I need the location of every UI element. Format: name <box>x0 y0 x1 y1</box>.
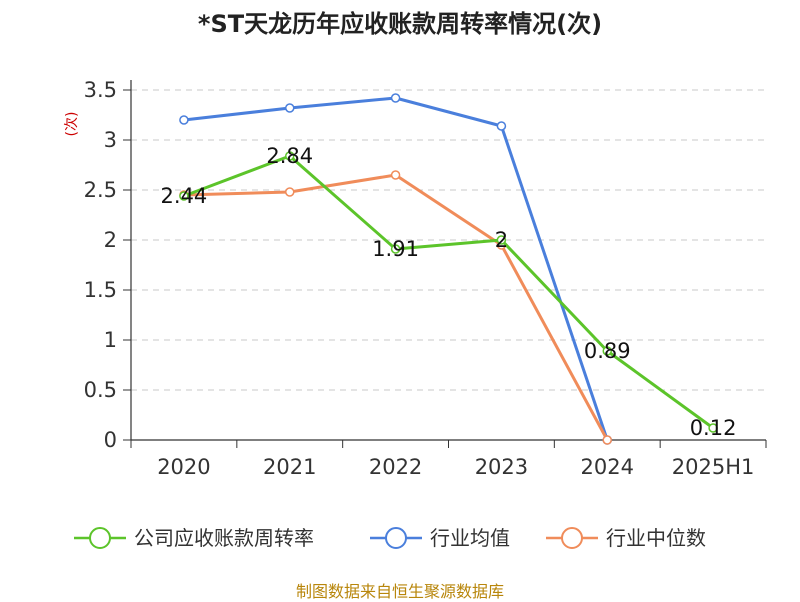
data-point <box>285 187 295 197</box>
y-tick-label: 0.5 <box>84 378 117 402</box>
legend-marker <box>385 527 407 549</box>
legend-marker <box>89 527 111 549</box>
y-axis-label: (次) <box>64 112 80 137</box>
data-point <box>602 346 612 356</box>
data-point <box>496 121 507 131</box>
legend-label: 公司应收账款周转率 <box>134 526 314 550</box>
x-tick-label: 2025H1 <box>672 455 755 479</box>
data-labels: 2.44 2.84 1.91 2 0.89 0.12 <box>161 144 737 440</box>
series-line-1 <box>183 96 609 441</box>
y-tick-label: 1.5 <box>84 278 117 302</box>
x-tick-label: 2022 <box>369 455 422 479</box>
grid-lines <box>131 89 766 391</box>
data-point <box>179 115 189 125</box>
data-point <box>602 435 612 445</box>
data-label: 1.91 <box>372 237 419 261</box>
chart-title: *ST天龙历年应收账款周转率情况(次) <box>197 10 603 38</box>
data-point <box>390 244 401 254</box>
legend-label: 行业均值 <box>430 526 510 550</box>
data-point <box>179 191 189 201</box>
data-label: 2.44 <box>161 184 208 208</box>
y-tick-label: 0 <box>104 428 117 452</box>
data-point <box>390 93 401 103</box>
series-line-0 <box>183 154 714 430</box>
x-tick-label: 2020 <box>157 455 210 479</box>
legend-marker <box>561 527 583 549</box>
legend: 公司应收账款周转率 行业均值 行业中位数 <box>74 526 706 550</box>
legend-label: 行业中位数 <box>606 526 706 550</box>
y-tick-label: 3.5 <box>84 78 117 102</box>
data-label: 2 <box>495 228 508 252</box>
y-tick-label: 3 <box>104 128 117 152</box>
data-point <box>496 235 507 245</box>
footer-source: 制图数据来自恒生聚源数据库 <box>295 582 504 601</box>
x-tick-label: 2024 <box>581 455 634 479</box>
series-line-2 <box>183 173 609 441</box>
data-point <box>390 170 401 180</box>
y-tick-label: 2.5 <box>84 178 117 202</box>
x-tick-label: 2023 <box>475 455 528 479</box>
data-point <box>285 151 295 161</box>
data-label: 0.89 <box>584 339 631 363</box>
data-label: 0.12 <box>690 416 737 440</box>
series-lines <box>179 93 718 445</box>
data-point <box>708 423 718 433</box>
x-tick-label: 2021 <box>263 455 316 479</box>
data-label: 2.84 <box>266 144 313 168</box>
y-tick-label: 1 <box>104 328 117 352</box>
data-point <box>285 103 295 113</box>
y-tick-label: 2 <box>104 228 117 252</box>
axes: 0 0.5 1 1.5 2 2.5 3 3.5 2020 2021 2022 2023 2024 2025… <box>64 78 767 479</box>
